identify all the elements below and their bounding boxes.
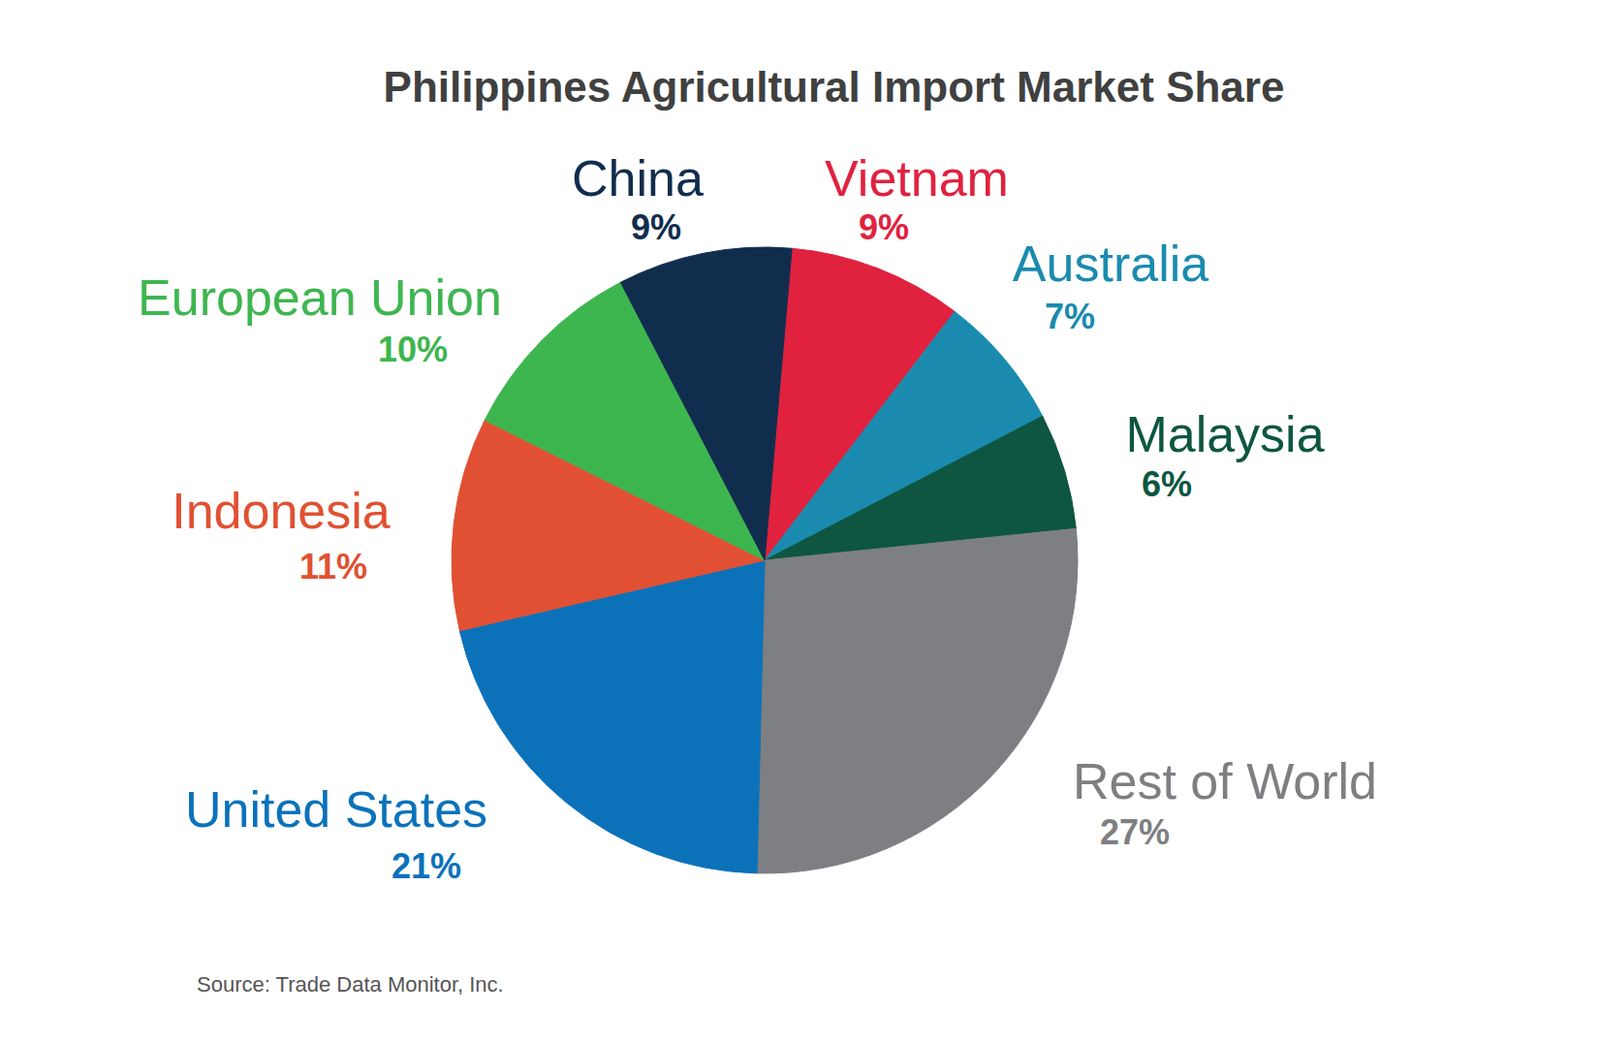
svg-text:21%: 21%: [391, 846, 462, 886]
svg-text:China: China: [571, 150, 704, 207]
svg-text:Indonesia: Indonesia: [171, 482, 391, 539]
svg-text:Vietnam: Vietnam: [824, 150, 1009, 207]
svg-text:11%: 11%: [299, 546, 368, 587]
svg-text:9%: 9%: [630, 207, 682, 248]
svg-text:European Union: European Union: [137, 269, 502, 326]
svg-text:United States: United States: [185, 781, 488, 838]
html-text:Source: Trade Data Monitor, In: Source: Trade Data Monitor, Inc.: [196, 972, 504, 997]
svg-text:9%: 9%: [858, 207, 910, 248]
svg-text:6%: 6%: [1141, 464, 1193, 504]
svg-text:10%: 10%: [377, 329, 448, 370]
svg-text:Australia: Australia: [1012, 235, 1209, 292]
html-text:Philippines Agricultural Impor: Philippines Agricultural Import Market S…: [383, 62, 1285, 111]
svg-text:27%: 27%: [1099, 812, 1170, 852]
svg-text:Rest of World: Rest of World: [1072, 752, 1378, 810]
svg-text:Malaysia: Malaysia: [1125, 406, 1324, 463]
svg-text:7%: 7%: [1044, 296, 1096, 337]
